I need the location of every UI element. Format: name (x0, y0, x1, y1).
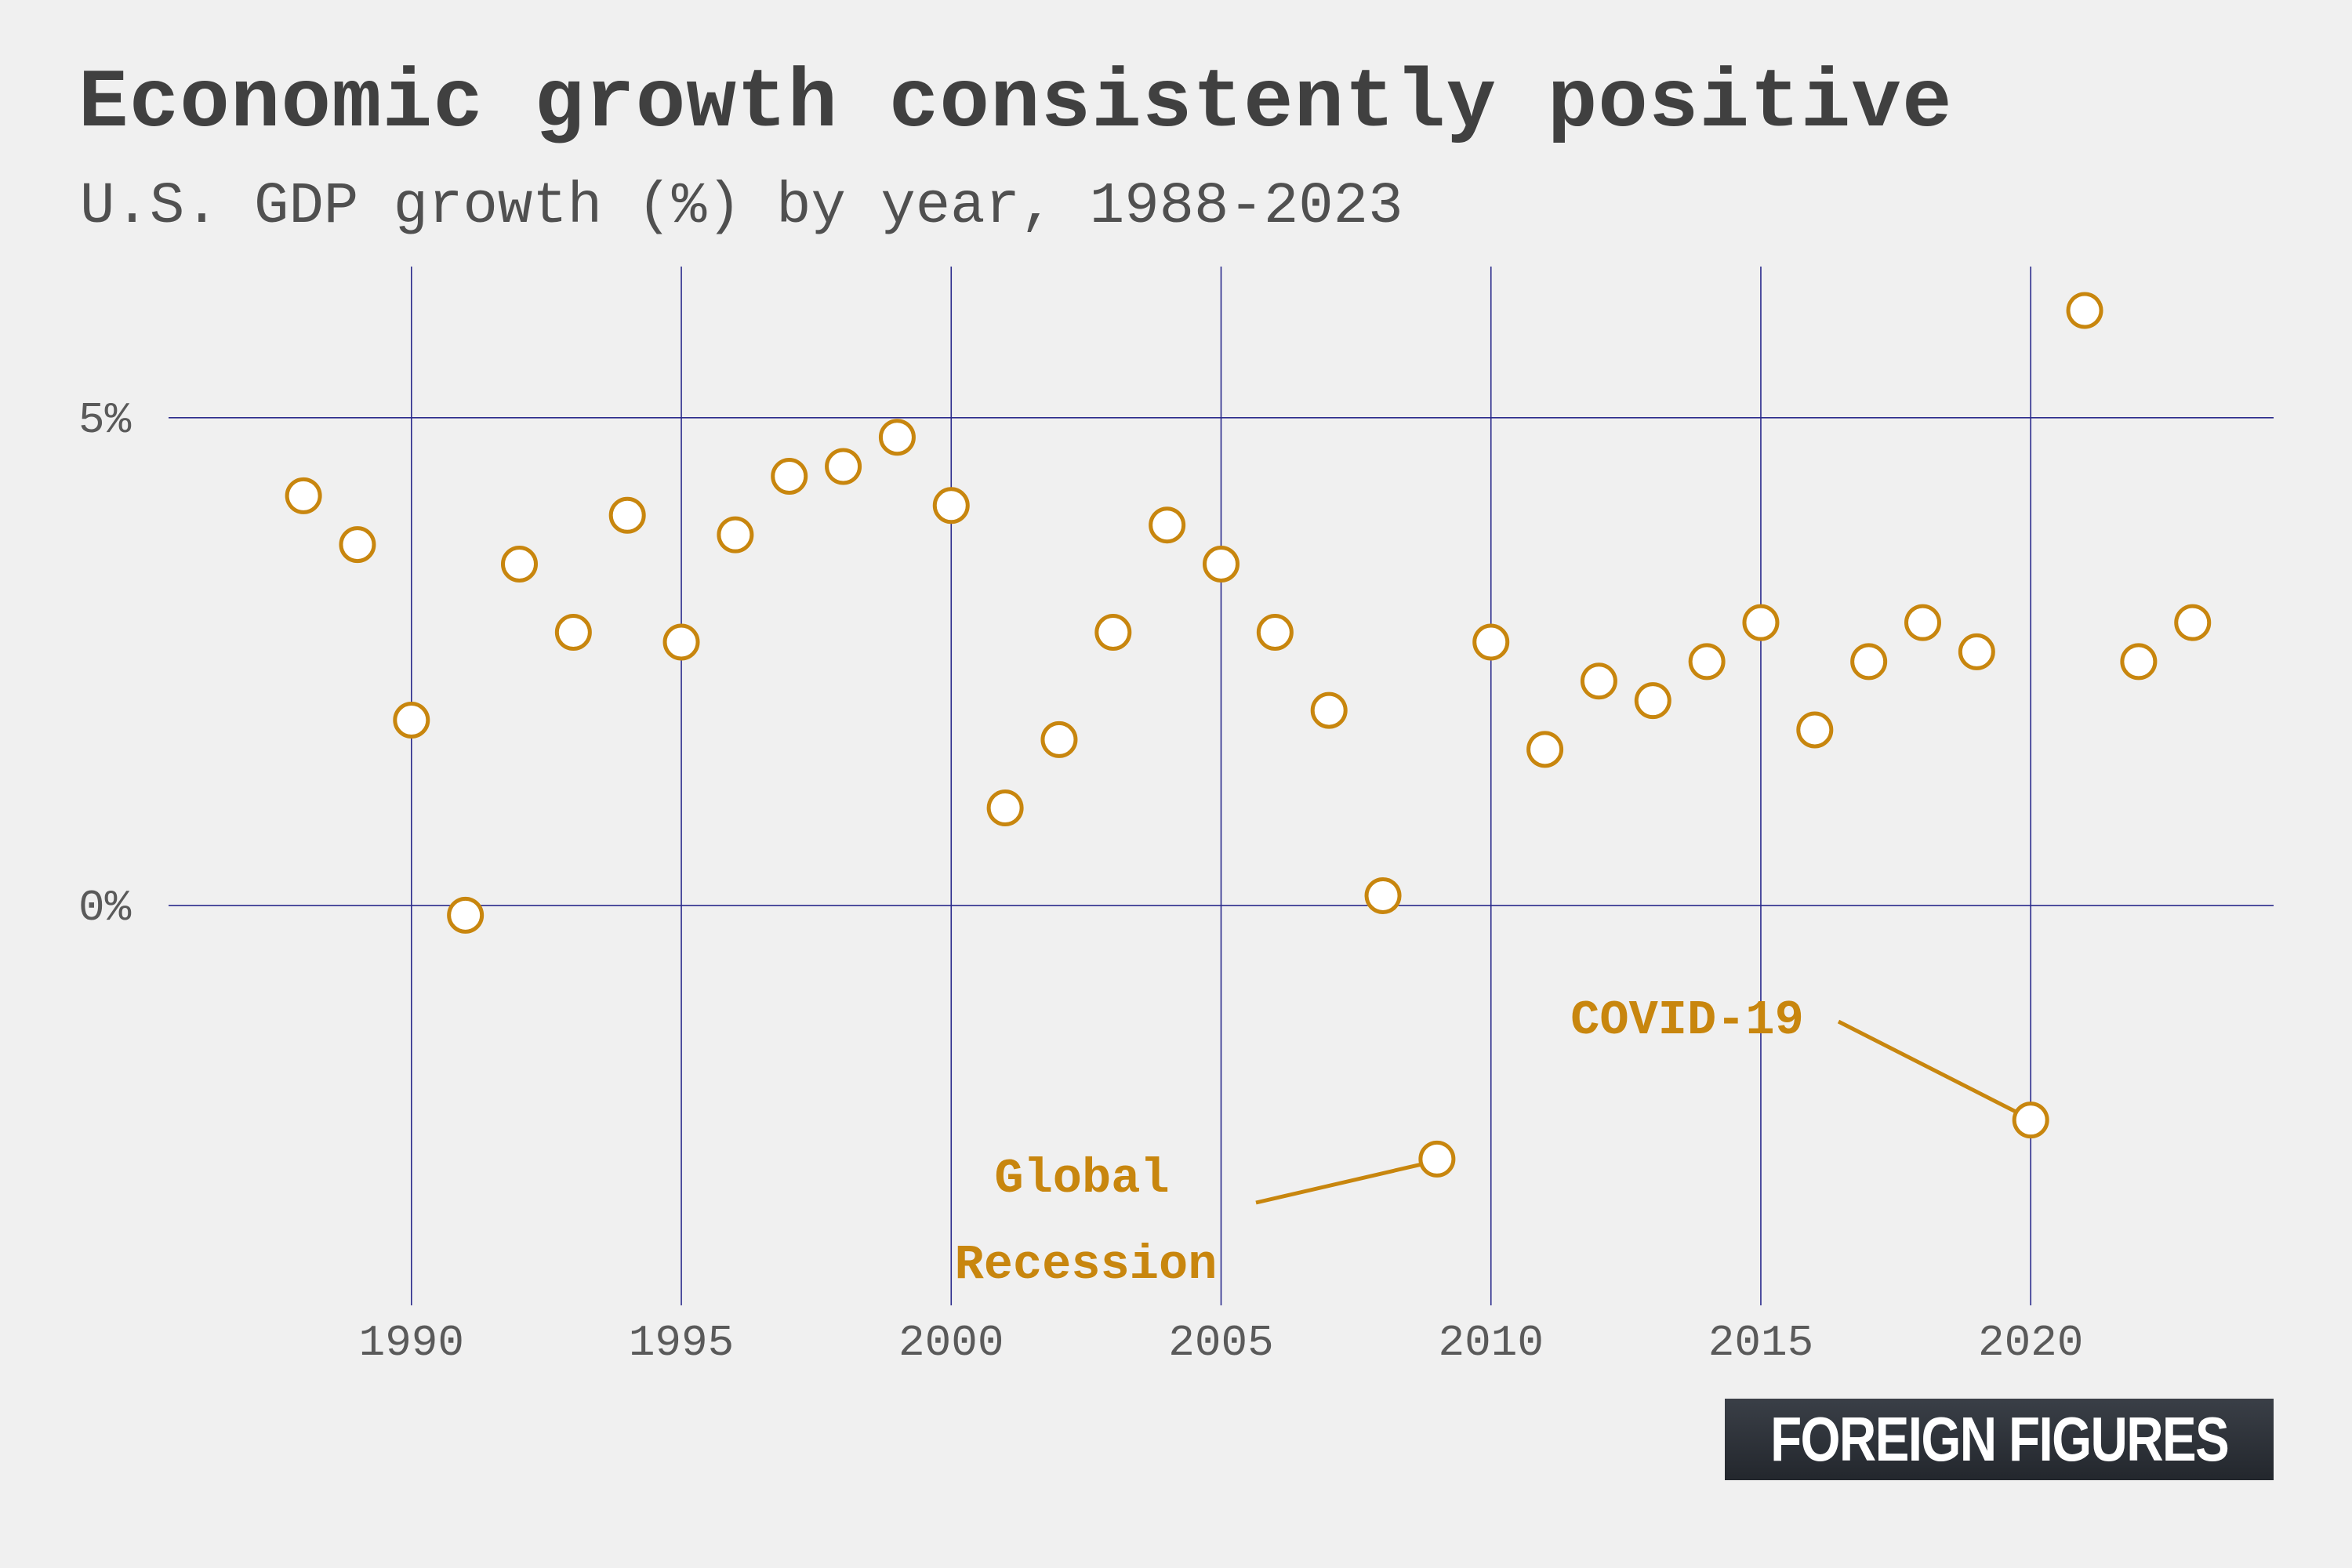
data-point-2020 (2012, 1102, 2049, 1139)
data-point-2018 (1904, 604, 1941, 641)
data-point-1993 (554, 614, 592, 652)
data-point-2019 (1958, 633, 1995, 670)
x-tick-label-2005: 2005 (1168, 1318, 1273, 1368)
y-tick-label-0: 0% (78, 883, 132, 933)
data-point-1992 (501, 545, 538, 583)
data-point-2014 (1688, 643, 1726, 681)
data-point-2001 (986, 789, 1024, 826)
x-tick-label-2015: 2015 (1708, 1318, 1813, 1368)
data-point-1994 (608, 496, 646, 534)
data-point-2003 (1094, 614, 1132, 652)
data-point-2009 (1418, 1140, 1456, 1178)
data-point-1990 (393, 702, 430, 739)
tick-layer: 1990 1995 2000 2005 2010 2015 2020 0% 5% (78, 395, 2083, 1368)
data-point-2002 (1040, 720, 1078, 758)
grid-layer (169, 267, 2274, 1305)
data-point-2000 (932, 487, 970, 524)
point-layer (285, 292, 2212, 1178)
x-tick-label-1990: 1990 (359, 1318, 464, 1368)
brand-logo: FOREIGN FIGURES (1725, 1399, 2274, 1480)
data-point-2016 (1796, 711, 1834, 749)
data-point-1991 (447, 896, 485, 934)
data-point-2008 (1364, 877, 1402, 914)
data-point-1988 (285, 477, 322, 514)
chart-title: Economic growth consistently positive (78, 56, 1953, 151)
x-tick-label-1995: 1995 (629, 1318, 734, 1368)
annotation-layer: Global Recession COVID-19 (955, 993, 2027, 1293)
annotation-leader-covid (1837, 1019, 2027, 1119)
data-point-2010 (1472, 623, 1510, 661)
annotation-label-recession: Recession (955, 1237, 1218, 1293)
data-point-1997 (771, 457, 808, 495)
data-point-1989 (339, 526, 376, 564)
data-point-2005 (1203, 545, 1240, 583)
data-point-2012 (1580, 662, 1617, 700)
annotation-leader-global-recession (1255, 1160, 1432, 1205)
data-point-2015 (1742, 604, 1780, 641)
data-point-2006 (1256, 614, 1294, 652)
data-point-1995 (662, 623, 700, 661)
data-point-1998 (825, 448, 862, 485)
data-point-2023 (2174, 604, 2212, 641)
data-point-2022 (2120, 643, 2158, 681)
data-point-2011 (1526, 731, 1564, 768)
x-tick-label-2000: 2000 (898, 1318, 1004, 1368)
data-point-2013 (1634, 682, 1671, 720)
data-point-2007 (1310, 691, 1348, 729)
data-point-2017 (1850, 643, 1888, 681)
data-point-1999 (878, 419, 916, 456)
y-tick-label-5: 5% (78, 395, 132, 445)
chart-subtitle: U.S. GDP growth (%) by year, 1988-2023 (80, 174, 1403, 240)
brand-logo-text: FOREIGN FIGURES (1769, 1404, 2230, 1474)
annotation-label-covid: COVID-19 (1570, 993, 1804, 1048)
x-tick-label-2020: 2020 (1978, 1318, 2083, 1368)
data-point-2021 (2066, 292, 2103, 329)
data-point-1996 (717, 516, 754, 554)
annotation-label-global: Global (994, 1151, 1169, 1207)
x-tick-label-2010: 2010 (1439, 1318, 1544, 1368)
data-point-2004 (1149, 506, 1186, 544)
